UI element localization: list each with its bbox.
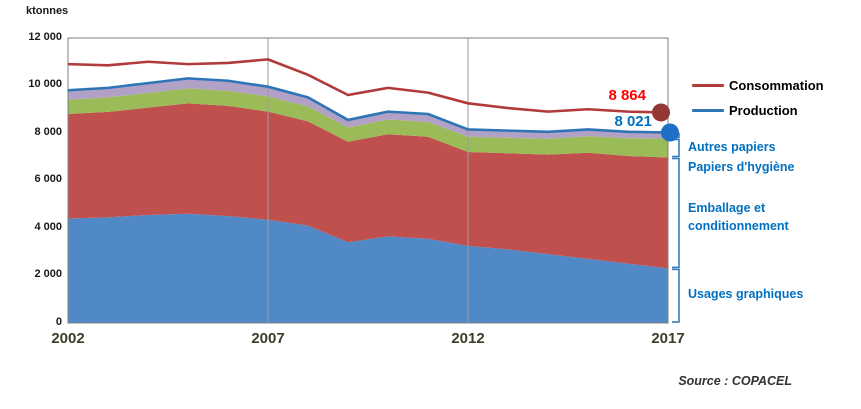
bracket-usages-graphiques — [672, 268, 680, 323]
production-end-value: 8 021 — [614, 113, 652, 130]
bracket-papiers-d-hygi-ne — [672, 138, 680, 158]
production-end-dot — [661, 123, 679, 142]
consommation-end-value: 8 864 — [608, 87, 646, 104]
category-label-emballage: Emballage et conditionnement — [688, 201, 789, 234]
x-tick-2017: 2017 — [651, 330, 685, 347]
legend-production: Production — [729, 103, 798, 118]
y-tick-6000: 6 000 — [34, 173, 62, 185]
line-production — [67, 77, 669, 134]
production-legend-swatch — [692, 109, 724, 112]
y-tick-8000: 8 000 — [34, 126, 62, 138]
line-consommation — [67, 58, 669, 114]
consommation-end-dot — [652, 103, 670, 122]
category-label-autres-papiers: Autres papiers — [688, 140, 776, 154]
area-emballage-et-conditionnement — [68, 103, 668, 269]
y-tick-12000: 12 000 — [28, 31, 62, 43]
y-axis-unit: ktonnes — [26, 5, 69, 17]
plot-border — [67, 37, 669, 324]
y-tick-0: 0 — [55, 316, 62, 328]
area-usages-graphiques — [68, 213, 668, 323]
legend-consommation: Consommation — [729, 78, 824, 93]
x-tick-2002: 2002 — [51, 330, 85, 347]
category-label-papiers-hygiene: Papiers d'hygiène — [688, 160, 795, 174]
y-tick-10000: 10 000 — [28, 78, 62, 90]
consommation-legend-swatch — [692, 84, 724, 87]
y-tick-4000: 4 000 — [34, 221, 62, 233]
category-label-usages-graphiques: Usages graphiques — [688, 287, 804, 301]
x-tick-2007: 2007 — [251, 330, 285, 347]
bracket-emballage-et-conditionnement — [672, 157, 680, 269]
source-credit: Source : COPACEL — [678, 374, 792, 388]
y-tick-2000: 2 000 — [34, 268, 62, 280]
area-papiers-d-hygi-ne — [68, 88, 668, 158]
x-tick-2012: 2012 — [451, 330, 485, 347]
area-autres-papiers — [68, 78, 668, 139]
